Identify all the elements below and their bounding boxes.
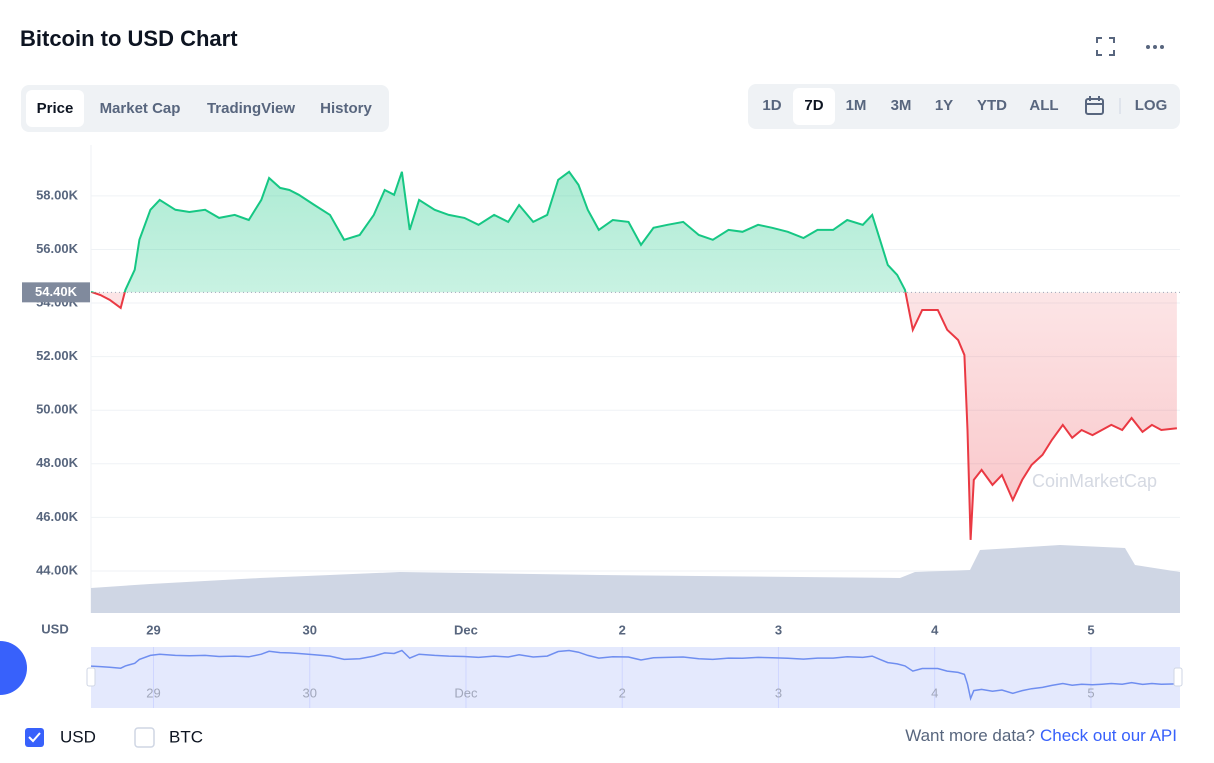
y-tick-label: 58.00K (36, 187, 79, 202)
more-icon[interactable] (1146, 45, 1164, 49)
range-bar (748, 84, 1180, 129)
tab[interactable]: Market Cap (100, 100, 181, 117)
navigator-tick-label: 3 (775, 685, 782, 700)
active-range-bg (793, 88, 835, 125)
active-tab-bg (26, 90, 84, 127)
range-button[interactable]: 1Y (935, 97, 953, 114)
watermark: CoinMarketCap (1032, 471, 1157, 491)
y-tick-label: 50.00K (36, 402, 79, 417)
x-tick-label: Dec (454, 622, 478, 637)
x-tick-label: 29 (146, 622, 160, 637)
navigator-tick-label: 29 (146, 685, 160, 700)
navigator-tick-label: 5 (1087, 685, 1094, 700)
tab[interactable]: TradingView (207, 100, 295, 117)
range-button[interactable]: ALL (1029, 97, 1058, 114)
widget-button[interactable] (0, 641, 27, 695)
navigator-tick-label: 4 (931, 685, 938, 700)
log-button[interactable]: LOG (1135, 97, 1168, 114)
range-button[interactable]: 1M (846, 97, 867, 114)
check-mark (28, 732, 41, 743)
price-line-up (91, 170, 907, 293)
y-tick-label: 52.00K (36, 348, 79, 363)
navigator-handle[interactable] (86, 667, 96, 687)
x-tick-label: 3 (775, 622, 782, 637)
y-tick-label: 46.00K (36, 509, 79, 524)
range-button[interactable]: 1D (762, 97, 781, 114)
navigator-tick-label: 30 (303, 685, 317, 700)
calendar-icon[interactable] (1085, 96, 1104, 115)
fullscreen-icon[interactable] (1096, 37, 1115, 56)
y-tick-label: 56.00K (36, 241, 79, 256)
y-axis-label: USD (41, 621, 68, 636)
x-tick-label: 4 (931, 622, 939, 637)
range-button[interactable]: 3M (891, 97, 912, 114)
baseline-label-bg (22, 282, 90, 303)
checkbox-label[interactable]: BTC (169, 727, 203, 746)
navigator-handle[interactable] (1173, 667, 1183, 687)
navigator-tick-label: Dec (454, 685, 478, 700)
range-button[interactable]: YTD (977, 97, 1007, 114)
x-tick-label: 5 (1087, 622, 1094, 637)
navigator-line (90, 649, 1177, 702)
checkbox-label[interactable]: USD (60, 727, 96, 746)
checkbox[interactable] (134, 727, 155, 748)
y-tick-label: 48.00K (36, 455, 79, 470)
tab[interactable]: History (320, 100, 372, 117)
checkbox-checked[interactable] (25, 728, 44, 747)
tab-bar (21, 85, 389, 132)
volume-area (91, 545, 1180, 613)
y-tick-label: 44.00K (36, 562, 79, 577)
x-tick-label: 2 (619, 622, 626, 637)
baseline-label: 54.40K (35, 284, 78, 299)
tab[interactable]: Price (37, 100, 74, 117)
area-down (92, 292, 1177, 540)
price-line-down (91, 292, 1178, 540)
x-tick-label: 30 (303, 622, 317, 637)
api-link[interactable]: Check out our API (1040, 726, 1177, 745)
footer: Want more data? Check out our API (905, 726, 1177, 745)
chart-title: Bitcoin to USD Chart (20, 26, 238, 51)
navigator-tick-label: 2 (619, 685, 626, 700)
range-button[interactable]: 7D (804, 97, 823, 114)
navigator[interactable] (91, 647, 1180, 708)
footer-prompt: Want more data? (905, 726, 1035, 745)
